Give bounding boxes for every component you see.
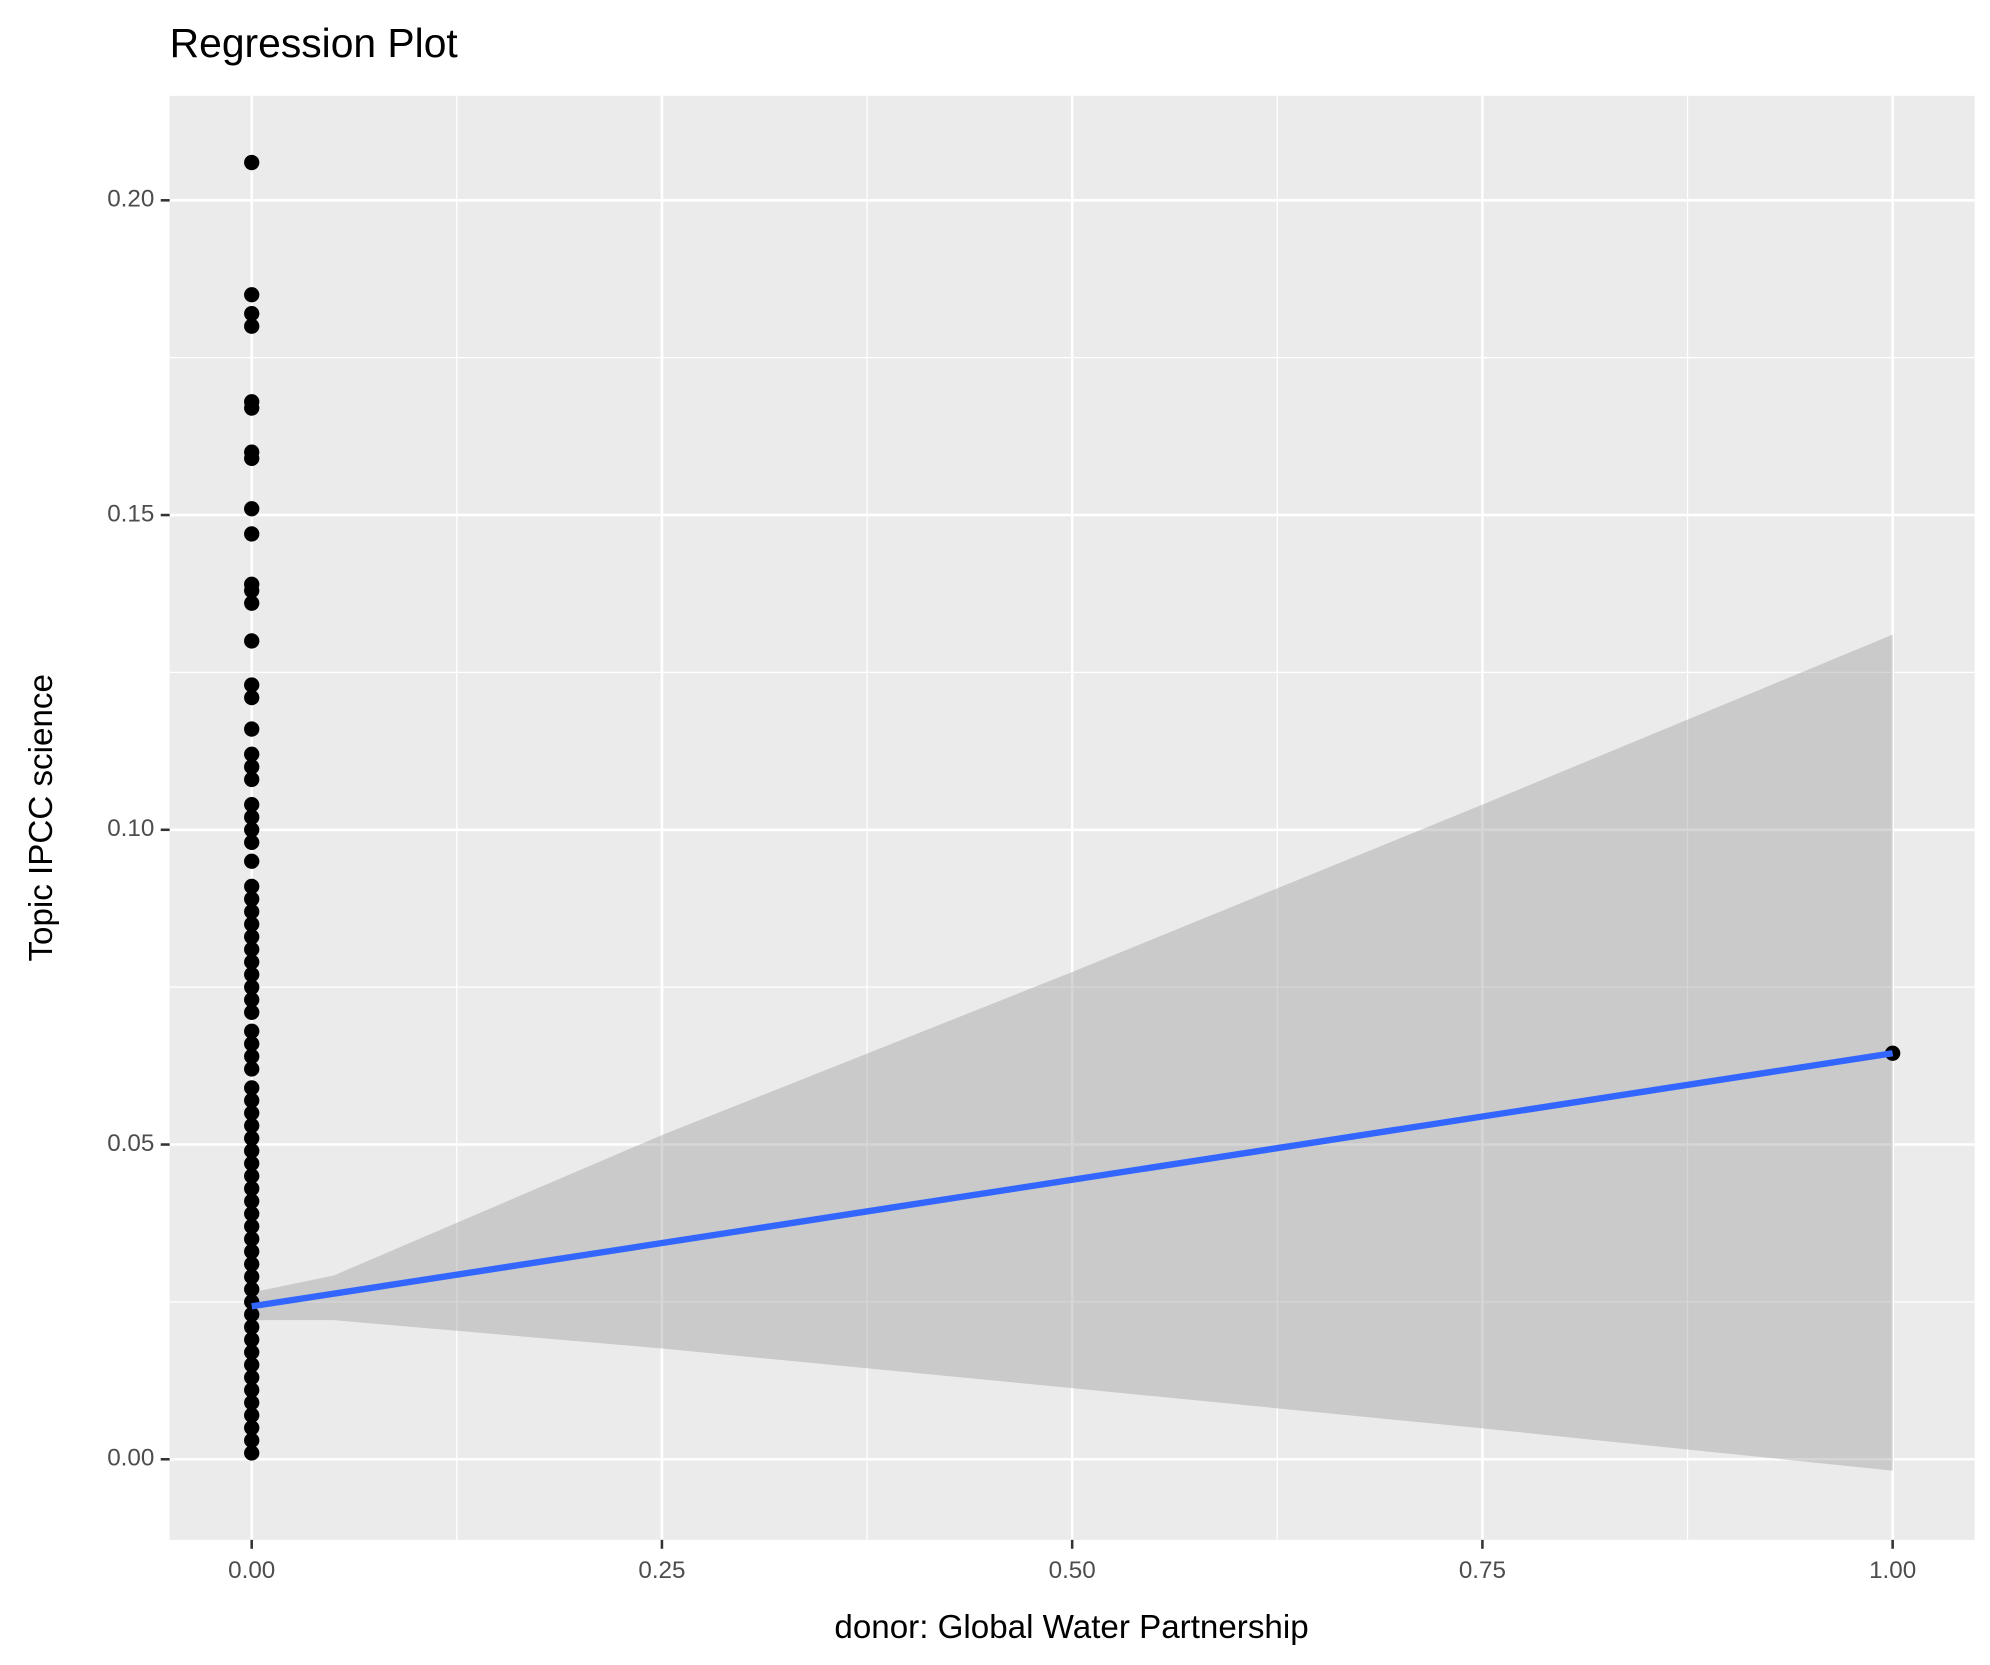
point: [244, 1206, 260, 1222]
point: [244, 1407, 260, 1423]
point: [244, 305, 260, 322]
point: [244, 633, 260, 649]
point: [244, 1256, 260, 1272]
point: [244, 154, 260, 171]
point: [244, 1243, 260, 1260]
point: [244, 1193, 260, 1209]
point: [244, 677, 260, 693]
point: [244, 1092, 260, 1109]
x-axis-title: donor: Global Water Partnership: [834, 1609, 1308, 1646]
point: [244, 1004, 260, 1020]
point: [244, 1218, 260, 1235]
y-tick-label: 0.00: [107, 1445, 154, 1472]
point: [244, 287, 260, 303]
point: [244, 966, 260, 983]
point: [244, 318, 260, 334]
point: [244, 1117, 260, 1134]
chart-title: Regression Plot: [170, 20, 459, 66]
y-tick-label: 0.15: [107, 500, 154, 527]
point: [244, 746, 260, 762]
point: [244, 689, 260, 706]
point: [1884, 1045, 1901, 1061]
point: [244, 1080, 260, 1096]
point: [244, 1420, 260, 1436]
point: [244, 1105, 260, 1121]
x-tick-label: 0.25: [638, 1557, 685, 1584]
point: [244, 1269, 260, 1285]
point: [244, 809, 260, 825]
point: [244, 834, 260, 851]
point: [244, 992, 260, 1008]
point: [244, 721, 260, 737]
y-tick-label: 0.10: [107, 815, 154, 842]
point: [244, 954, 260, 970]
marks: [244, 154, 1901, 1471]
point: [244, 891, 260, 907]
point: [244, 1036, 260, 1052]
point: [244, 400, 260, 416]
point: [244, 1143, 260, 1159]
x-tick-label: 0.00: [228, 1557, 275, 1584]
point: [244, 1180, 260, 1197]
y-axis-title: Topic IPCC science: [23, 674, 60, 961]
point: [244, 1394, 260, 1411]
y-tick-label: 0.05: [107, 1130, 154, 1157]
point: [244, 1332, 260, 1348]
point: [244, 1061, 260, 1077]
point: [244, 1281, 260, 1297]
confidence-band: [251, 634, 1893, 1471]
point: [244, 526, 260, 542]
point: [244, 1048, 260, 1065]
point: [244, 941, 260, 958]
point: [244, 1432, 260, 1449]
point: [244, 853, 260, 869]
regression-line: [251, 1050, 1894, 1310]
point: [244, 759, 260, 775]
point: [244, 1231, 260, 1247]
point: [244, 582, 260, 599]
point: [244, 1130, 260, 1146]
grid: [169, 95, 1975, 1540]
point: [244, 1382, 260, 1398]
point: [244, 878, 260, 895]
point: [244, 1344, 260, 1360]
point: [244, 1155, 260, 1172]
point: [244, 929, 260, 945]
point: [244, 916, 260, 932]
point: [244, 903, 260, 920]
point: [244, 822, 260, 838]
point: [244, 450, 260, 467]
x-tick-label: 0.50: [1049, 1557, 1096, 1584]
point: [244, 1369, 260, 1386]
point: [244, 796, 260, 813]
point: [244, 501, 260, 517]
point: [244, 595, 260, 611]
point: [244, 1319, 260, 1335]
point: [244, 1168, 260, 1184]
point: [244, 771, 260, 788]
y-tick-label: 0.20: [107, 186, 154, 213]
point: [244, 979, 260, 995]
point: [244, 1445, 260, 1461]
point: [244, 1023, 260, 1039]
point: [244, 1357, 260, 1373]
x-tick-label: 1.00: [1869, 1557, 1916, 1584]
x-tick-label: 0.75: [1459, 1557, 1506, 1584]
point: [244, 1306, 260, 1323]
